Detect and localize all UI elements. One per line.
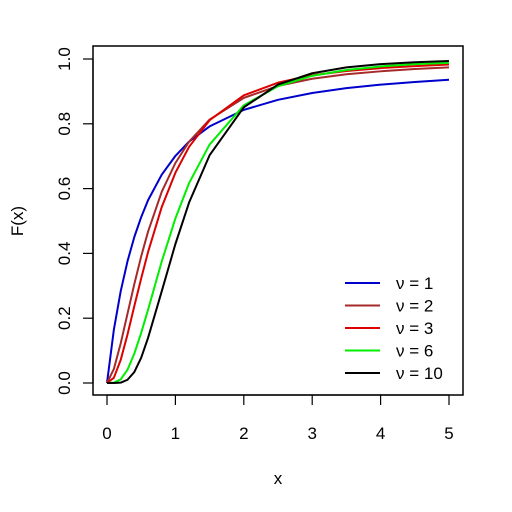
series-line-1 <box>106 78 450 384</box>
legend-label: ν = 3 <box>396 319 433 338</box>
x-tick-label: 2 <box>239 424 248 443</box>
legend-label: ν = 1 <box>396 274 433 293</box>
y-axis-title: F(x) <box>8 206 27 236</box>
y-tick-label: 0.4 <box>55 242 74 266</box>
x-tick-label: 4 <box>376 424 385 443</box>
y-tick-label: 0.8 <box>55 112 74 136</box>
x-tick-label: 1 <box>171 424 180 443</box>
x-axis: 0 1 2 3 4 5 <box>102 394 454 443</box>
y-tick-label: 1.0 <box>55 47 74 71</box>
series-line-4 <box>106 61 450 384</box>
y-tick-label: 0.2 <box>55 306 74 330</box>
legend-label: ν = 6 <box>396 342 433 361</box>
x-tick-label: 5 <box>444 424 453 443</box>
series-line-2 <box>106 66 450 384</box>
legend-label: ν = 10 <box>396 364 443 383</box>
x-axis-title: x <box>274 469 283 488</box>
legend-label: ν = 2 <box>396 297 433 316</box>
y-axis: 0.0 0.2 0.4 0.6 0.8 1.0 <box>55 47 94 395</box>
y-tick-label: 0.6 <box>55 177 74 201</box>
series-lines <box>106 59 450 384</box>
x-tick-label: 0 <box>102 424 111 443</box>
y-tick-label: 0.0 <box>55 371 74 395</box>
series-line-5 <box>107 59 450 384</box>
series-line-3 <box>106 63 450 384</box>
x-tick-label: 3 <box>307 424 316 443</box>
legend: ν = 1 ν = 2 ν = 3 ν = 6 ν = 10 <box>345 274 443 383</box>
